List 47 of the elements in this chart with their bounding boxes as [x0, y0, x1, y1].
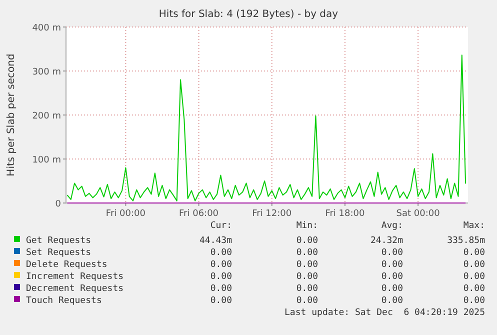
legend-label: Delete Requests [26, 260, 108, 270]
y-tick-label: 100 m [32, 156, 61, 166]
legend-label: Decrement Requests [26, 284, 124, 294]
x-tick-label: Fri 12:00 [252, 209, 292, 219]
text: 0.00 [381, 296, 403, 306]
text: Cur: [210, 221, 232, 231]
y-tick-label: 0 [55, 200, 62, 210]
text: 0.00 [296, 236, 318, 246]
text: 0.00 [210, 260, 232, 270]
legend-label: Get Requests [26, 236, 92, 246]
text: 0.00 [381, 248, 403, 258]
text: 0.00 [210, 284, 232, 294]
text: 44.43m [199, 236, 232, 246]
legend-label: Touch Requests [26, 296, 102, 306]
text: 335.85m [447, 236, 485, 246]
text: 0.00 [210, 272, 232, 282]
legend-label: Increment Requests [26, 272, 124, 282]
text: 0.00 [210, 248, 232, 258]
text: 24.32m [370, 236, 403, 246]
text: 0.00 [463, 260, 485, 270]
text: Avg: [381, 221, 403, 231]
y-tick-label: 400 m [32, 24, 61, 34]
text: 0.00 [296, 284, 318, 294]
x-tick-label: Fri 06:00 [179, 209, 219, 219]
y-tick-label: 200 m [32, 112, 61, 122]
y-axis-title: Hits per Slab per second [6, 54, 17, 176]
text: Max: [463, 221, 485, 231]
text: Min: [296, 221, 318, 231]
text: 0.00 [381, 260, 403, 270]
text: 0.00 [463, 284, 485, 294]
text: 0.00 [381, 284, 403, 294]
x-tick-label: Fri 18:00 [325, 209, 365, 219]
text: 0.00 [296, 296, 318, 306]
x-tick-label: Sat 00:00 [396, 209, 440, 219]
x-tick-label: Fri 00:00 [106, 209, 146, 219]
text: 0.00 [210, 296, 232, 306]
text: 0.00 [463, 272, 485, 282]
chart-title: Hits for Slab: 4 (192 Bytes) - by day [158, 9, 338, 20]
text: 0.00 [463, 296, 485, 306]
text: 0.00 [296, 248, 318, 258]
legend-label: Set Requests [26, 248, 92, 258]
text: Last update: Sat Dec 6 04:20:19 2025 [284, 308, 485, 318]
text: 0.00 [381, 272, 403, 282]
text: 0.00 [463, 248, 485, 258]
text: 0.00 [296, 260, 318, 270]
text: 0.00 [296, 272, 318, 282]
y-tick-label: 300 m [32, 68, 61, 78]
